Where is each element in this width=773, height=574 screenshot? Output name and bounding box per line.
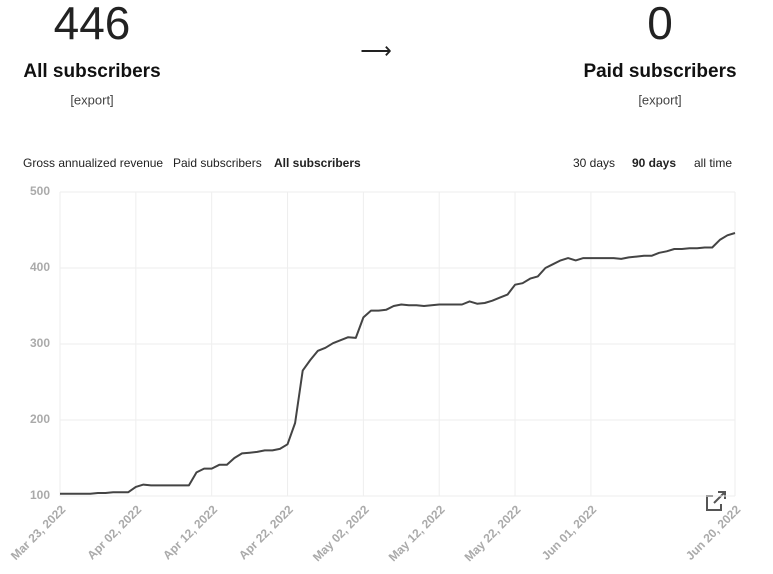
y-tick-label: 500 bbox=[30, 184, 50, 198]
stat-value: 0 bbox=[647, 0, 673, 49]
stat-label: All subscribers bbox=[23, 61, 160, 82]
y-tick-label: 200 bbox=[30, 412, 50, 426]
y-tick-label: 100 bbox=[30, 488, 50, 502]
x-tick-label: Apr 12, 2022 bbox=[160, 502, 220, 562]
arrow: ⟶ bbox=[360, 38, 392, 63]
stat-value: 446 bbox=[54, 0, 131, 49]
metric-tab[interactable]: Paid subscribers bbox=[173, 156, 262, 170]
stat-label: Paid subscribers bbox=[583, 61, 736, 82]
range-tab[interactable]: 30 days bbox=[573, 156, 615, 170]
range-tab[interactable]: all time bbox=[694, 156, 732, 170]
metric-tab[interactable]: Gross annualized revenue bbox=[23, 156, 163, 170]
y-tick-label: 400 bbox=[30, 260, 50, 274]
data-line bbox=[60, 232, 736, 495]
x-tick-label: Mar 23, 2022 bbox=[8, 502, 69, 563]
export-link[interactable]: [export] bbox=[70, 92, 113, 107]
x-tick-label: Jun 01, 2022 bbox=[539, 502, 600, 563]
x-tick-label: May 22, 2022 bbox=[462, 502, 524, 564]
x-tick-label: May 12, 2022 bbox=[386, 502, 448, 564]
range-tab[interactable]: 90 days bbox=[632, 156, 676, 170]
x-tick-label: Jun 20, 2022 bbox=[683, 502, 744, 563]
x-tick-label: Apr 22, 2022 bbox=[236, 502, 296, 562]
x-tick-label: May 02, 2022 bbox=[310, 502, 372, 564]
external-link-icon[interactable] bbox=[706, 491, 726, 511]
y-tick-label: 300 bbox=[30, 336, 50, 350]
metric-tab[interactable]: All subscribers bbox=[274, 156, 361, 170]
x-tick-label: Apr 02, 2022 bbox=[84, 502, 144, 562]
export-link[interactable]: [export] bbox=[638, 92, 681, 107]
